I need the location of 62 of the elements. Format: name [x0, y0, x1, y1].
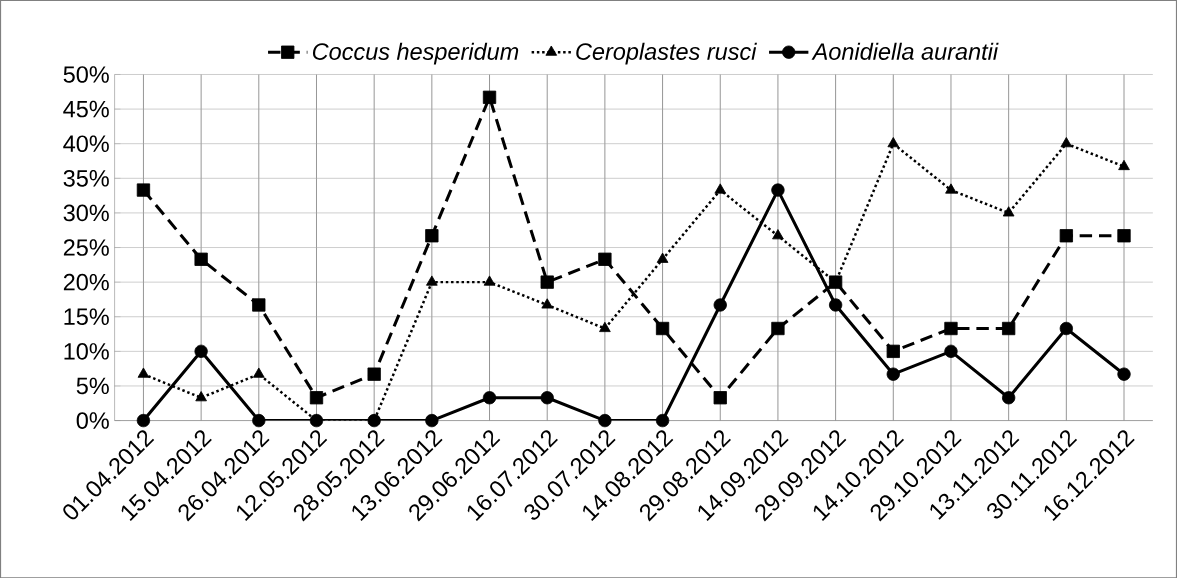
- point: [1002, 321, 1016, 335]
- point: [195, 390, 207, 402]
- point: [714, 183, 727, 194]
- point: [137, 367, 150, 378]
- legend-label: Aonidiella aurantii: [811, 42, 999, 60]
- point: [771, 321, 785, 335]
- y-tick-label: 15%: [64, 308, 109, 325]
- y-tick-label: 10%: [64, 342, 109, 360]
- point: [945, 183, 957, 194]
- point: [367, 367, 381, 381]
- point: [253, 367, 265, 378]
- point: [194, 252, 208, 266]
- y-tick-label: 50%: [63, 65, 109, 83]
- point: [598, 413, 612, 427]
- point: [136, 413, 151, 427]
- point: [309, 390, 324, 405]
- y-tick-label: 25%: [63, 239, 109, 256]
- y-tick-label: 20%: [63, 273, 109, 291]
- point: [426, 275, 438, 286]
- point: [772, 228, 784, 240]
- legend-label: Coccus hesperidum: [312, 42, 519, 65]
- point: [252, 298, 266, 312]
- point: [713, 390, 727, 405]
- point: [1060, 136, 1073, 148]
- point: [771, 183, 785, 197]
- point: [1002, 390, 1016, 405]
- point: [1118, 159, 1130, 170]
- point: [1117, 228, 1131, 243]
- point: [425, 413, 439, 427]
- point: [656, 252, 669, 263]
- point: [1002, 206, 1015, 217]
- point: [540, 275, 554, 289]
- point: [944, 344, 958, 358]
- y-tick-label: 0%: [76, 412, 109, 429]
- point: [944, 321, 958, 335]
- y-tick-label: 35%: [63, 169, 109, 187]
- point: [713, 298, 727, 312]
- legend-label: Ceroplastes rusci: [576, 42, 757, 65]
- point: [599, 321, 611, 332]
- point: [541, 298, 554, 309]
- point: [655, 413, 670, 427]
- point: [482, 90, 497, 104]
- y-tick-label: 5%: [76, 377, 109, 395]
- y-tick-label: 30%: [63, 204, 109, 222]
- point: [1059, 321, 1073, 335]
- point: [483, 275, 496, 286]
- point: [828, 298, 843, 312]
- point: [1059, 228, 1073, 243]
- point: [425, 228, 439, 243]
- point: [540, 390, 554, 405]
- point: [252, 413, 266, 427]
- point: [194, 344, 208, 358]
- point: [886, 367, 900, 381]
- point: [886, 344, 900, 358]
- point: [482, 390, 497, 405]
- y-tick-label: 40%: [63, 135, 109, 152]
- point: [598, 252, 612, 266]
- point: [136, 183, 151, 197]
- y-tick-label: 45%: [63, 100, 109, 118]
- point: [655, 321, 670, 335]
- point: [1117, 367, 1131, 381]
- point: [887, 136, 900, 148]
